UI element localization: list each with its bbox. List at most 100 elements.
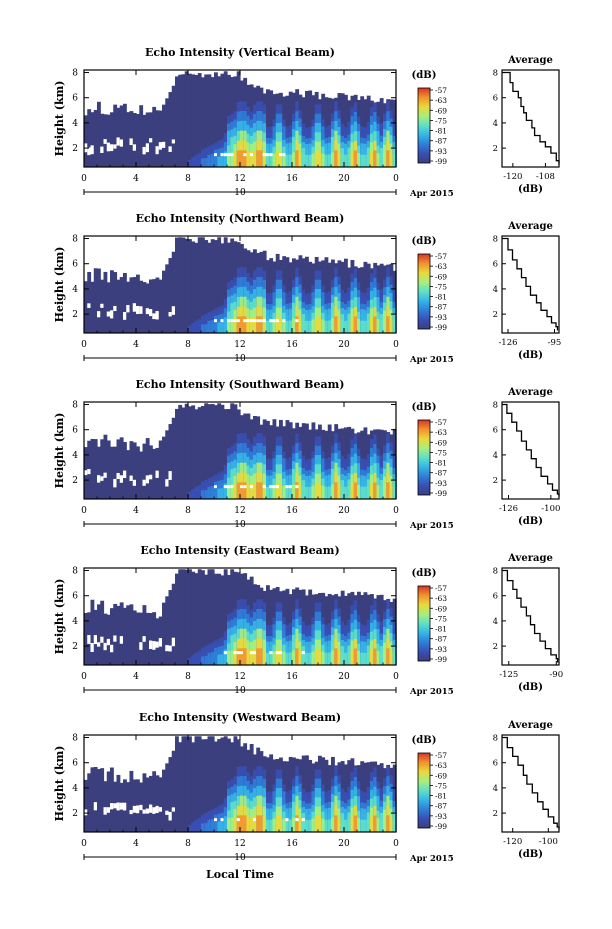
data-gap	[87, 469, 92, 475]
heatmap-band	[269, 819, 274, 832]
heatmap-column	[113, 104, 118, 167]
colorbar-tick-label: -81	[435, 625, 447, 634]
heatmap-band	[220, 821, 225, 832]
heatmap-band	[217, 654, 222, 665]
average-y-tick-label: 2	[493, 809, 498, 819]
heatmap-band	[288, 320, 293, 333]
x-tick-label: 8	[185, 839, 191, 849]
heatmap-band	[217, 156, 222, 167]
heatmap-band	[392, 320, 397, 333]
heatmap-column	[201, 77, 205, 167]
data-gap	[165, 479, 170, 487]
data-gap	[113, 305, 118, 312]
heatmap-band	[246, 317, 251, 333]
y-axis-label: Height (km)	[53, 247, 66, 323]
heatmap-band	[210, 655, 215, 665]
heatmap-column	[207, 404, 212, 499]
heatmap	[84, 569, 397, 665]
heatmap-band	[373, 648, 378, 665]
y-tick-label: 6	[72, 260, 78, 270]
heatmap-band	[360, 154, 365, 167]
average-y-tick-label: 2	[493, 310, 498, 320]
average-profile: Average 2 4 6 8 -126 -95 (dB)	[493, 221, 562, 361]
heatmap-band	[266, 320, 270, 333]
heatmap-band	[340, 486, 345, 499]
heatmap-column	[217, 76, 222, 167]
data-gap	[214, 485, 218, 489]
heatmap-column	[90, 767, 95, 832]
average-profile-line	[502, 736, 560, 830]
data-gap	[295, 319, 300, 323]
heatmap-band	[266, 486, 270, 499]
heatmap-band	[262, 815, 267, 832]
x-tick-label: 0	[393, 839, 399, 849]
heatmap-column	[181, 736, 186, 832]
heatmap-band	[314, 482, 319, 499]
heatmap-band	[282, 319, 287, 333]
heatmap-band	[256, 150, 261, 167]
heatmap-band	[376, 318, 381, 333]
heatmap-column	[145, 438, 150, 499]
heatmap-band	[288, 486, 293, 499]
x-tick-label: 4	[133, 672, 139, 682]
heatmap-band	[292, 152, 296, 167]
heatmap-column	[145, 777, 150, 832]
data-gap	[214, 153, 218, 157]
heatmap-band	[259, 482, 264, 499]
heatmap-band	[350, 483, 355, 499]
data-gap	[269, 319, 274, 323]
heatmap-band	[272, 818, 277, 832]
colorbar-tick-label: -99	[435, 323, 447, 332]
data-gap	[168, 471, 173, 480]
heatmap-column	[162, 104, 166, 167]
data-gap	[266, 153, 270, 157]
heatmap-band	[366, 153, 371, 167]
colorbar-tick-label: -57	[435, 86, 447, 95]
heatmap-band	[376, 650, 381, 665]
heatmap-column	[220, 243, 225, 333]
heatmap-band	[253, 316, 257, 333]
heatmap	[84, 71, 397, 167]
data-gap	[123, 802, 127, 811]
heatmap-column	[152, 771, 157, 832]
heatmap-band	[314, 815, 319, 832]
heatmap-band	[366, 319, 371, 333]
heatmap-band	[214, 156, 218, 167]
heatmap-band	[357, 651, 361, 665]
y-axis-label: Height (km)	[53, 413, 66, 489]
heatmap-band	[282, 818, 287, 832]
heatmap-column	[220, 73, 225, 167]
heatmap-band	[220, 654, 225, 665]
average-x-tick-label: -126	[499, 504, 518, 514]
heatmap-band	[350, 151, 355, 167]
data-gap	[142, 146, 147, 155]
heatmap-band	[249, 152, 254, 167]
colorbar-tick-label: -93	[435, 313, 447, 322]
average-y-tick-label: 6	[493, 426, 498, 436]
heatmap-column	[152, 106, 157, 167]
heatmap-band	[243, 482, 248, 499]
heatmap-band	[357, 818, 361, 832]
heatmap-band	[188, 824, 192, 832]
heatmap-band	[253, 482, 257, 499]
heatmap-band	[373, 482, 378, 499]
heatmap-column	[162, 436, 166, 499]
panel-title: Echo Intensity (Westward Beam)	[139, 711, 341, 724]
heatmap-band	[301, 819, 306, 832]
heatmap-band	[197, 823, 202, 832]
heatmap-column	[100, 439, 105, 499]
y-tick-label: 4	[72, 285, 78, 295]
heatmap-band	[272, 485, 277, 499]
heatmap-band	[275, 150, 280, 167]
heatmap-band	[249, 817, 254, 832]
colorbar	[417, 585, 431, 662]
x-tick-label: 20	[338, 672, 350, 682]
heatmap-band	[305, 652, 309, 665]
data-gap	[136, 805, 140, 814]
heatmap-band	[301, 320, 306, 333]
data-gap	[123, 470, 127, 479]
heatmap-band	[204, 656, 209, 665]
data-gap	[100, 636, 105, 643]
y-tick-label: 4	[72, 451, 78, 461]
